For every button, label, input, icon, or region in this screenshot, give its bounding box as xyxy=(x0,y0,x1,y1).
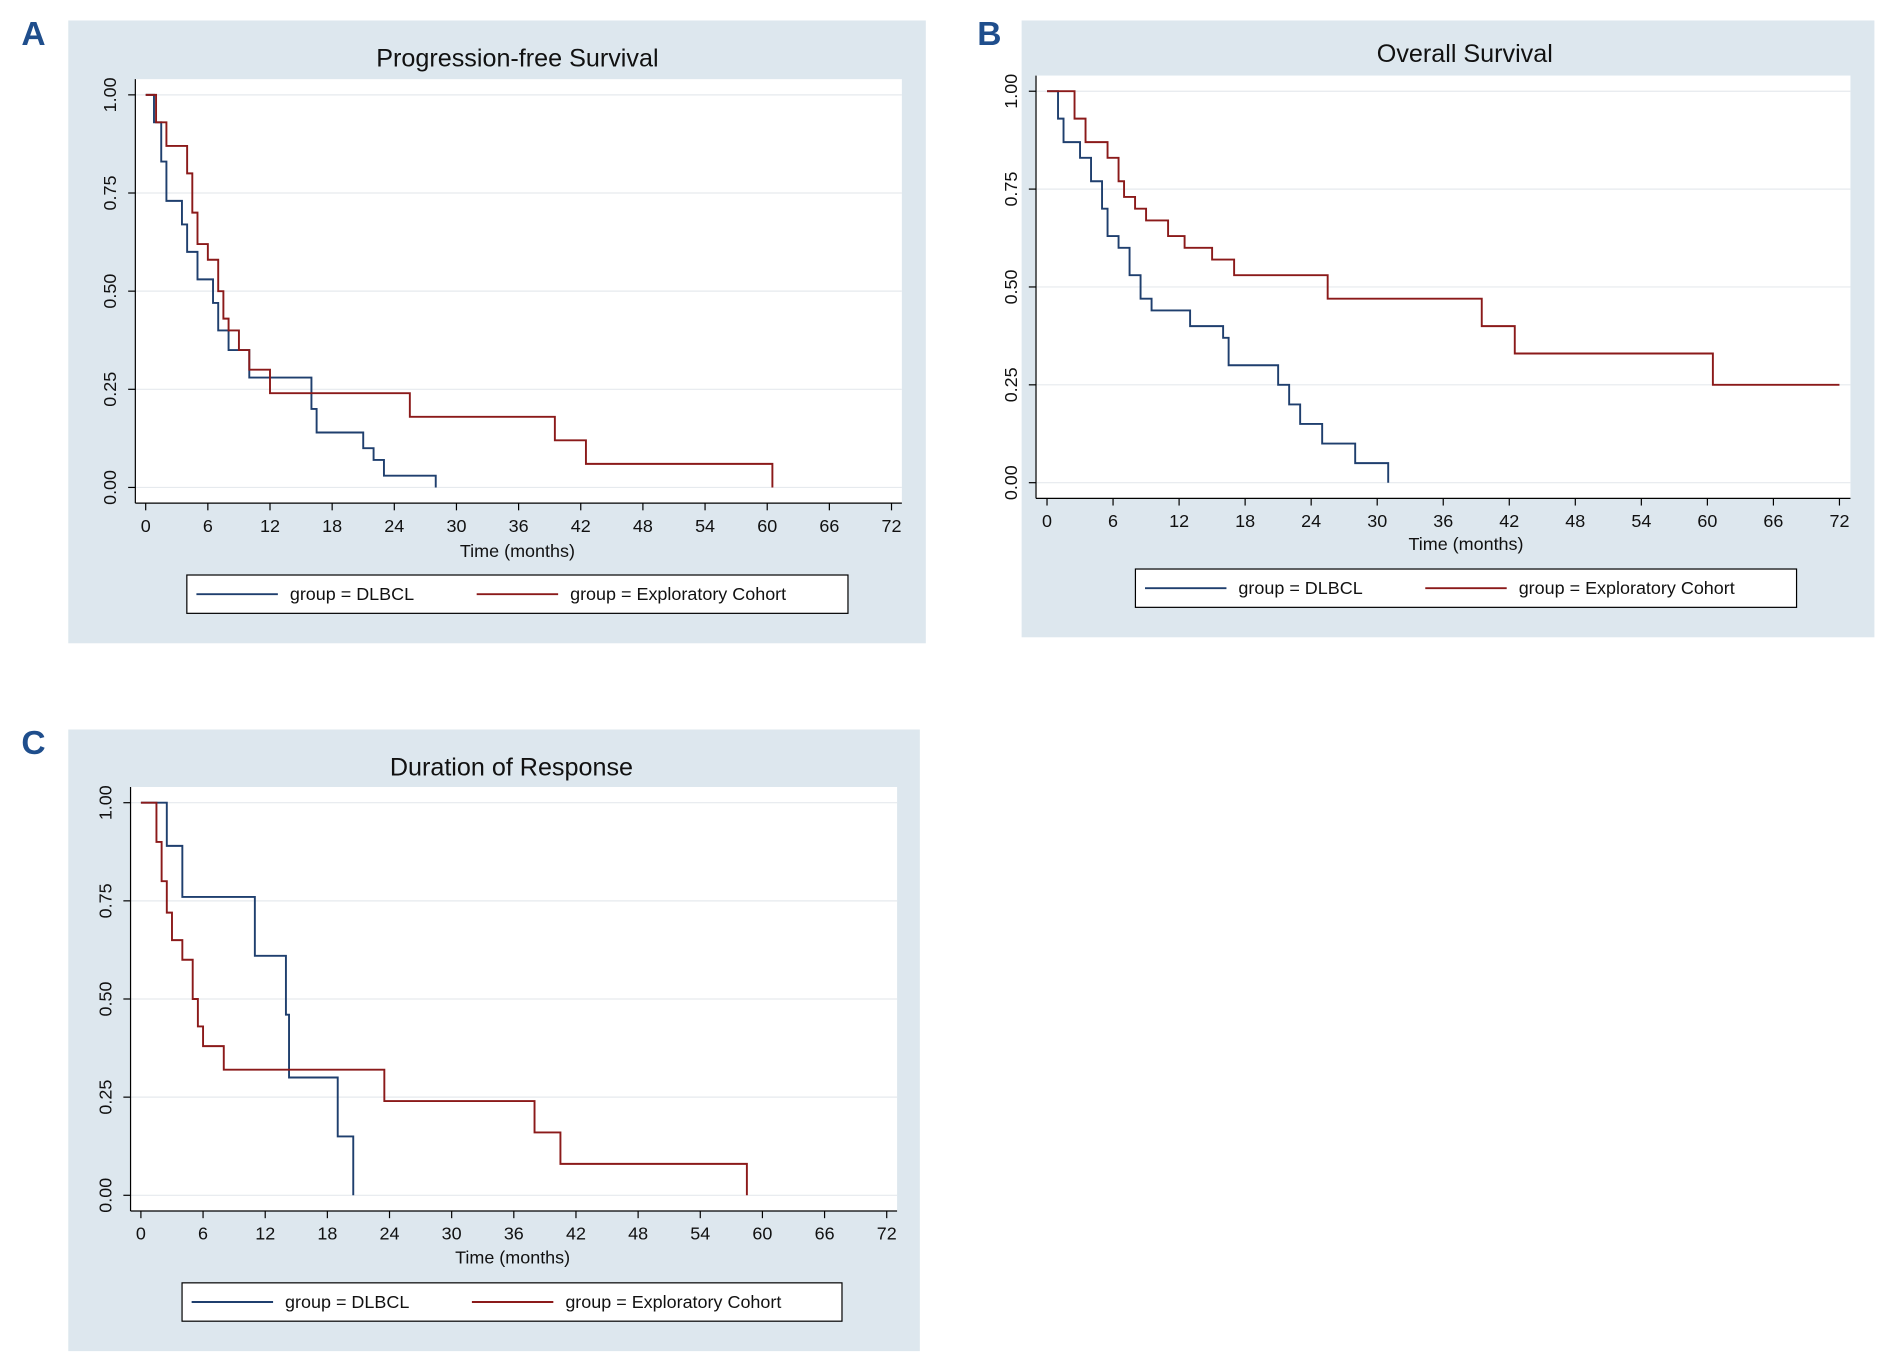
x-tick-label: 24 xyxy=(384,516,404,536)
legend-label: group = DLBCL xyxy=(285,1292,409,1312)
x-tick-label: 6 xyxy=(1108,511,1118,531)
x-tick-label: 24 xyxy=(380,1224,400,1244)
chart-title: Duration of Response xyxy=(390,754,633,782)
x-tick-label: 60 xyxy=(1697,511,1717,531)
survival-curve xyxy=(1047,90,1390,483)
legend-label: group = Exploratory Cohort xyxy=(570,584,786,604)
x-tick-label: 60 xyxy=(757,516,777,536)
legend-label: group = DLBCL xyxy=(290,584,414,604)
y-tick-label: 0.00 xyxy=(1001,465,1021,500)
x-tick-label: 12 xyxy=(260,516,280,536)
x-tick-label: 0 xyxy=(136,1224,146,1244)
x-tick-label: 30 xyxy=(1367,511,1387,531)
y-tick-label: 0.25 xyxy=(1001,367,1021,402)
y-tick-label: 1.00 xyxy=(1001,74,1021,109)
x-tick-label: 48 xyxy=(633,516,653,536)
survival-curve xyxy=(140,801,355,1196)
x-tick-label: 42 xyxy=(566,1224,586,1244)
x-tick-label: 66 xyxy=(819,516,839,536)
y-tick-label: 0.00 xyxy=(100,470,120,505)
chart-title: Overall Survival xyxy=(1377,40,1553,68)
legend-label: group = Exploratory Cohort xyxy=(565,1292,781,1312)
x-tick-label: 6 xyxy=(198,1224,208,1244)
x-tick-label: 48 xyxy=(1565,511,1585,531)
survival-curve xyxy=(145,93,437,488)
y-tick-label: 0.75 xyxy=(95,883,115,918)
survival-curve xyxy=(1047,90,1840,386)
x-tick-label: 6 xyxy=(203,516,213,536)
y-tick-label: 0.75 xyxy=(100,176,120,211)
y-tick-label: 0.00 xyxy=(95,1178,115,1213)
x-tick-label: 42 xyxy=(1499,511,1519,531)
panel-label: A xyxy=(21,16,45,53)
x-axis-label: Time (months) xyxy=(460,541,575,561)
x-tick-label: 54 xyxy=(695,516,715,536)
y-tick-label: 0.25 xyxy=(95,1080,115,1115)
x-tick-label: 0 xyxy=(1042,511,1052,531)
survival-curve xyxy=(145,93,774,488)
x-axis-label: Time (months) xyxy=(455,1248,570,1268)
x-tick-label: 18 xyxy=(317,1224,337,1244)
chart-title: Progression-free Survival xyxy=(376,45,658,73)
x-tick-label: 42 xyxy=(571,516,591,536)
y-tick-label: 1.00 xyxy=(100,77,120,112)
x-tick-label: 72 xyxy=(877,1224,897,1244)
x-tick-label: 48 xyxy=(628,1224,648,1244)
legend-label: group = DLBCL xyxy=(1238,578,1362,598)
x-tick-label: 54 xyxy=(1631,511,1651,531)
y-tick-label: 0.75 xyxy=(1001,172,1021,207)
legend-label: group = Exploratory Cohort xyxy=(1519,578,1735,598)
y-tick-label: 0.50 xyxy=(1001,269,1021,304)
x-tick-label: 30 xyxy=(446,516,466,536)
panel-label: B xyxy=(977,16,1001,53)
x-tick-label: 18 xyxy=(1235,511,1255,531)
y-tick-label: 0.25 xyxy=(100,372,120,407)
y-tick-label: 0.50 xyxy=(95,982,115,1017)
x-tick-label: 66 xyxy=(815,1224,835,1244)
x-tick-label: 0 xyxy=(141,516,151,536)
x-tick-label: 72 xyxy=(882,516,902,536)
x-tick-label: 36 xyxy=(504,1224,524,1244)
survival-curve xyxy=(140,801,748,1196)
x-tick-label: 30 xyxy=(442,1224,462,1244)
x-tick-label: 12 xyxy=(255,1224,275,1244)
y-tick-label: 1.00 xyxy=(95,785,115,820)
x-tick-label: 24 xyxy=(1301,511,1321,531)
x-tick-label: 12 xyxy=(1169,511,1189,531)
y-tick-label: 0.50 xyxy=(100,274,120,309)
panel-label: C xyxy=(21,725,45,762)
x-axis-label: Time (months) xyxy=(1408,534,1523,554)
x-tick-label: 72 xyxy=(1829,511,1849,531)
x-tick-label: 36 xyxy=(509,516,529,536)
x-tick-label: 18 xyxy=(322,516,342,536)
x-tick-label: 54 xyxy=(690,1224,710,1244)
x-tick-label: 36 xyxy=(1433,511,1453,531)
x-tick-label: 66 xyxy=(1763,511,1783,531)
x-tick-label: 60 xyxy=(752,1224,772,1244)
